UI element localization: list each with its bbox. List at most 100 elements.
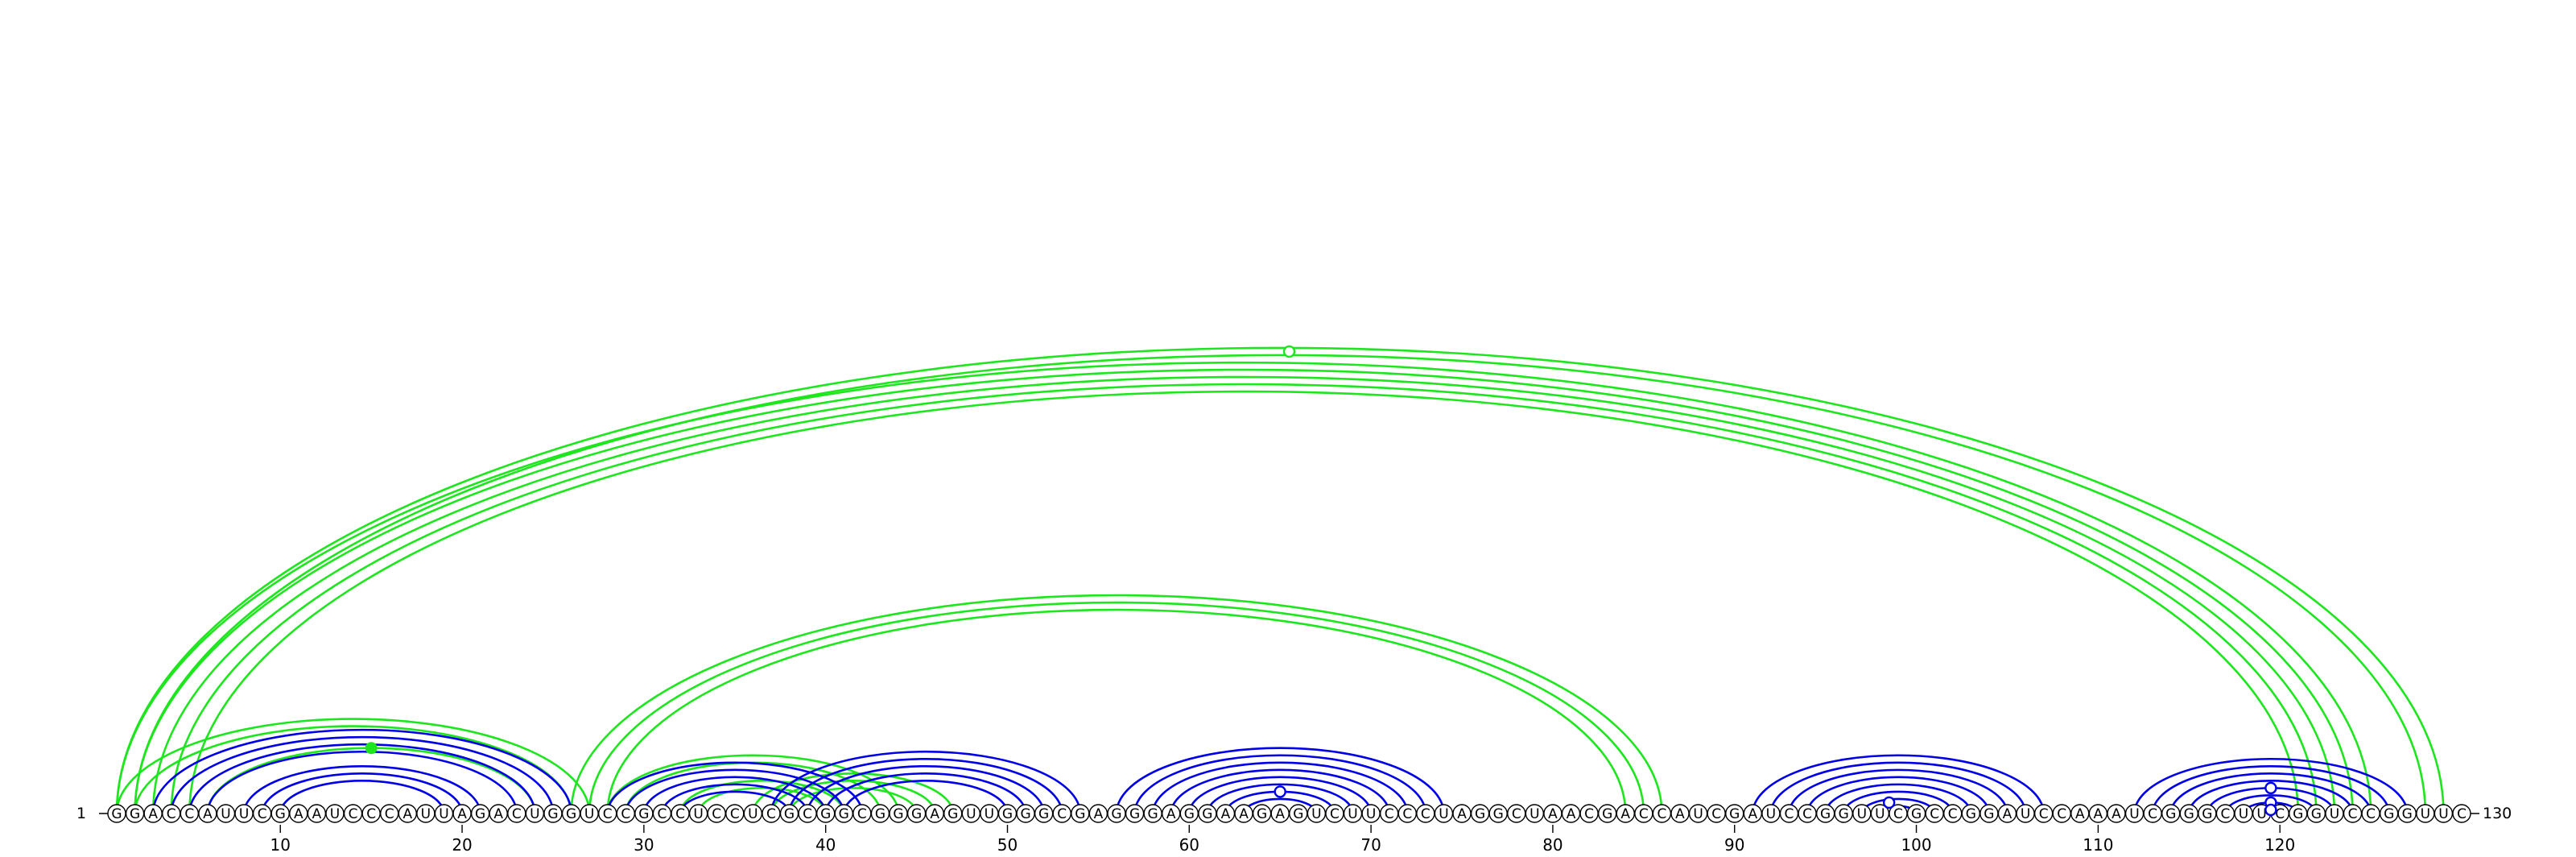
blue-arc [1170,768,1390,814]
nucleotide-letter: G [1111,806,1121,822]
nucleotide: G [889,804,908,823]
nucleotide: U [1852,804,1872,823]
nucleotide-letter: A [1239,806,1249,822]
nucleotide-letter: C [2366,806,2376,822]
nucleotide: C [1416,804,1435,823]
nucleotide: U [325,804,345,823]
nucleotide: G [1198,804,1217,823]
green-arcs-layer [115,346,2445,814]
nucleotide: C [1507,804,1526,823]
nucleotide: G [2379,804,2399,823]
nucleotide-letter: C [1930,806,1939,822]
nucleotide: U [688,804,708,823]
nucleotide: G [1289,804,1308,823]
nucleotide: G [2179,804,2198,823]
nucleotide: A [1997,804,2017,823]
nucleotide: A [452,804,472,823]
blue-arc [770,751,1082,814]
nucleotide-letter: A [930,806,939,822]
nucleotide: U [2234,804,2253,823]
nucleotide-letter: U [1693,806,1703,822]
tick-label: 60 [1179,835,1199,855]
nucleotide: C [762,804,781,823]
nucleotide-letter: G [1257,806,1267,822]
nucleotide-letter: U [2129,806,2139,822]
nucleotide-letter: C [2275,806,2285,822]
nucleotide-letter: C [366,806,376,822]
nucleotide-letter: G [2384,806,2394,822]
tick-label: 30 [634,835,654,855]
nucleotide: C [725,804,745,823]
nucleotide: C [1397,804,1417,823]
nucleotide-letter: C [512,806,522,822]
green-arc [679,780,845,814]
nucleotide-letter: G [275,806,286,822]
nucleotide-letter: A [294,806,303,822]
nucleotide: C [1925,804,1944,823]
nucleotide-letter: G [1038,806,1049,822]
nucleotide: G [1815,804,1835,823]
nucleotide-letter: U [2021,806,2030,822]
tick-label: 20 [452,835,472,855]
nucleotide: A [1216,804,1236,823]
nucleotide-letter: C [1948,806,1958,822]
blue-arc [1788,768,2008,814]
nucleotide: G [997,804,1018,823]
nucleotide-letter: U [2421,806,2430,822]
nucleotide: G [1961,804,1981,823]
nucleotide-letter: G [2165,806,2176,822]
nucleotide-letter: C [1657,806,1666,822]
nucleotide-letter: U [2330,806,2339,822]
nucleotide: U [980,804,999,823]
nucleotide-letter: A [1457,806,1467,822]
nucleotide: A [2070,804,2090,823]
green-arc [115,718,591,814]
nucleotide-circle [2452,804,2471,823]
nucleotide: G [1252,804,1272,823]
nucleotide-letter: C [857,806,867,822]
nucleotide-letter: C [675,806,685,822]
nucleotide: G [543,804,563,823]
nucleotide: G [1125,804,1145,823]
nucleotide-letter: A [1548,806,1558,822]
nucleotide-letter: A [2094,806,2103,822]
nucleotide-letter: C [1802,806,1812,822]
nucleotide-letter: U [421,806,431,822]
green-arc [135,370,2353,814]
nucleotide-letter: C [258,806,267,822]
nucleotide: A [2088,804,2108,823]
nucleotide: C [1379,804,1399,823]
nucleotide-letter: A [493,806,503,822]
nucleotide: U [580,804,599,823]
blue-arc [1842,790,1955,814]
nucleotide-letter: A [402,806,412,822]
open-circle-marker [1882,796,1896,809]
nucleotide-letter: G [2184,806,2194,822]
nucleotide-letter: C [2348,806,2358,822]
nucleotide-letter: U [1348,806,1357,822]
nucleotide: C [616,804,635,823]
nucleotide-letter: G [566,806,576,822]
green-arc [134,354,2427,814]
tick-label: 100 [1901,835,1931,855]
nucleotide: G [2397,804,2417,823]
nucleotide-letter: U [239,806,249,822]
nucleotide: A [1561,804,1581,823]
blue-arc [1133,754,1427,814]
nucleotide: C [2361,804,2380,823]
nucleotide-letter: U [221,806,230,822]
blue-arc [261,772,464,814]
nucleotide-letter: G [2202,806,2212,822]
blue-arc [170,736,555,814]
nucleotide: U [1307,804,1327,823]
nucleotide-letter: U [966,806,976,822]
nucleotide: C [2343,804,2363,823]
blue-arc [2187,780,2354,814]
blue-arc [2133,757,2409,814]
nucleotide: C [380,804,399,823]
nucleotide: G [870,804,890,823]
nucleotide: G [2198,804,2217,823]
nucleotide: U [1870,804,1890,823]
nucleotide: C [798,804,817,823]
